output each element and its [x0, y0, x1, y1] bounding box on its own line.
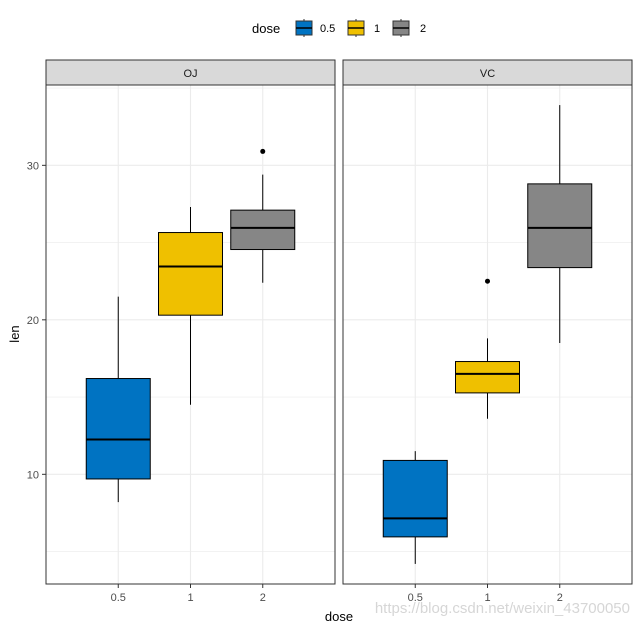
box-OJ-2 — [230, 148, 296, 283]
y-axis-label: len — [7, 325, 22, 342]
box-OJ-1 — [158, 207, 223, 405]
x-tick-label: 0.5 — [408, 592, 423, 604]
facet-strip-label: OJ — [183, 68, 197, 80]
box-iqr — [527, 183, 593, 269]
x-tick-label: 0.5 — [111, 592, 126, 604]
y-tick-label: 30 — [27, 160, 39, 172]
legend-label: 0.5 — [320, 23, 335, 35]
watermark: https://blog.csdn.net/weixin_43700050 — [375, 600, 630, 617]
box-iqr — [382, 459, 448, 538]
legend-label: 2 — [420, 23, 426, 35]
box-iqr — [455, 361, 520, 394]
legend-label: 1 — [374, 23, 380, 35]
box-iqr — [85, 378, 151, 480]
box-iqr — [230, 209, 296, 251]
facet-panels: OJ 0.5 1 2 10 20 30 VC 0.5 1 2 — [27, 59, 633, 604]
box-iqr — [158, 232, 223, 316]
facet-panel-VC: VC 0.5 1 2 — [342, 59, 633, 604]
box-VC-1 — [455, 278, 520, 419]
outlier-point — [485, 278, 490, 284]
box-OJ-0.5 — [85, 296, 151, 503]
legend-key-1: 1 — [347, 19, 380, 37]
x-axis-label: dose — [325, 609, 353, 624]
y-tick-label: 10 — [27, 469, 39, 481]
box-VC-0.5 — [382, 451, 448, 564]
outlier-point — [260, 148, 266, 154]
box-VC-2 — [527, 105, 593, 343]
facet-strip-label: VC — [480, 68, 495, 80]
legend-key-0.5: 0.5 — [295, 19, 335, 37]
y-tick-label: 20 — [27, 315, 39, 327]
x-tick-label: 1 — [187, 592, 193, 604]
legend-key-2: 2 — [392, 19, 426, 37]
legend-title: dose — [252, 21, 280, 36]
legend: dose 0.5 1 2 — [252, 19, 426, 37]
x-tick-label: 1 — [484, 592, 490, 604]
x-tick-label: 2 — [260, 592, 266, 604]
facet-panel-OJ: OJ 0.5 1 2 10 20 30 — [27, 59, 336, 604]
x-tick-label: 2 — [557, 592, 563, 604]
